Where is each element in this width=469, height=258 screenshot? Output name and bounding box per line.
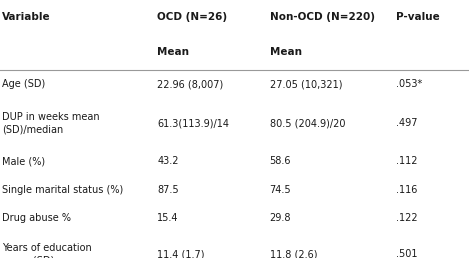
Text: .116: .116: [396, 185, 418, 195]
Text: Mean: Mean: [157, 47, 189, 57]
Text: 11.4 (1.7): 11.4 (1.7): [157, 249, 204, 258]
Text: Variable: Variable: [2, 12, 51, 22]
Text: 11.8 (2.6): 11.8 (2.6): [270, 249, 317, 258]
Text: 43.2: 43.2: [157, 156, 179, 166]
Text: OCD (N=26): OCD (N=26): [157, 12, 227, 22]
Text: 15.4: 15.4: [157, 213, 179, 223]
Text: .497: .497: [396, 118, 418, 128]
Text: Drug abuse %: Drug abuse %: [2, 213, 71, 223]
Text: 74.5: 74.5: [270, 185, 291, 195]
Text: 61.3(113.9)/14: 61.3(113.9)/14: [157, 118, 229, 128]
Text: DUP in weeks mean
(SD)/median: DUP in weeks mean (SD)/median: [2, 112, 100, 135]
Text: Single marital status (%): Single marital status (%): [2, 185, 124, 195]
Text: 80.5 (204.9)/20: 80.5 (204.9)/20: [270, 118, 345, 128]
Text: Male (%): Male (%): [2, 156, 45, 166]
Text: .112: .112: [396, 156, 418, 166]
Text: .122: .122: [396, 213, 418, 223]
Text: Years of education
mean (SD): Years of education mean (SD): [2, 243, 92, 258]
Text: Non-OCD (N=220): Non-OCD (N=220): [270, 12, 375, 22]
Text: 22.96 (8,007): 22.96 (8,007): [157, 79, 223, 90]
Text: Mean: Mean: [270, 47, 302, 57]
Text: P-value: P-value: [396, 12, 440, 22]
Text: Age (SD): Age (SD): [2, 79, 45, 90]
Text: 58.6: 58.6: [270, 156, 291, 166]
Text: .053*: .053*: [396, 79, 423, 90]
Text: 87.5: 87.5: [157, 185, 179, 195]
Text: 29.8: 29.8: [270, 213, 291, 223]
Text: .501: .501: [396, 249, 418, 258]
Text: 27.05 (10,321): 27.05 (10,321): [270, 79, 342, 90]
